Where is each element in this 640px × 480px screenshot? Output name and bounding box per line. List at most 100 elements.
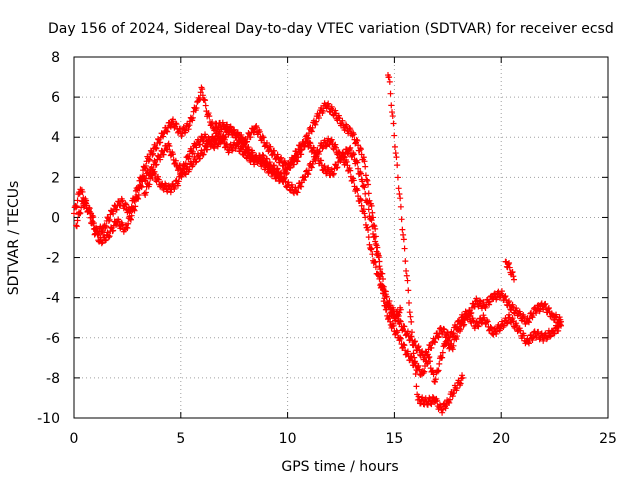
data-point xyxy=(135,195,142,202)
data-point xyxy=(294,151,301,158)
data-point xyxy=(357,170,364,177)
data-point xyxy=(547,333,554,340)
data-point xyxy=(372,241,379,248)
data-point xyxy=(368,245,375,252)
data-point xyxy=(397,318,404,325)
data-point xyxy=(238,134,245,141)
data-point xyxy=(390,322,397,329)
data-point xyxy=(401,245,408,252)
data-point xyxy=(169,151,176,158)
data-point xyxy=(555,327,562,334)
data-point xyxy=(83,200,90,207)
data-point xyxy=(163,146,170,153)
data-point xyxy=(405,287,412,294)
data-point xyxy=(439,349,446,356)
data-point xyxy=(450,390,457,397)
data-point xyxy=(252,124,259,131)
data-point xyxy=(149,151,156,158)
data-point xyxy=(377,266,384,273)
y-tick-label: 4 xyxy=(51,130,60,146)
data-point xyxy=(160,151,167,158)
data-point xyxy=(361,210,368,217)
data-point xyxy=(408,329,415,336)
data-point xyxy=(267,143,274,150)
data-point xyxy=(130,206,137,213)
data-point xyxy=(486,301,493,308)
data-point xyxy=(157,139,164,146)
data-point xyxy=(155,136,162,143)
data-point xyxy=(386,78,393,85)
data-point xyxy=(328,136,335,143)
data-point xyxy=(305,171,312,178)
data-point xyxy=(380,276,387,283)
data-point xyxy=(93,225,100,232)
data-point xyxy=(271,167,278,174)
data-point xyxy=(142,162,149,169)
data-point xyxy=(540,337,547,344)
data-point xyxy=(365,181,372,188)
data-point xyxy=(343,158,350,165)
data-point xyxy=(172,120,179,127)
data-point xyxy=(421,368,428,375)
data-point xyxy=(394,162,401,169)
data-point xyxy=(415,393,422,400)
data-point xyxy=(391,132,398,139)
data-point xyxy=(186,122,193,129)
data-point xyxy=(199,86,206,93)
data-point xyxy=(189,114,196,121)
data-point xyxy=(461,321,468,328)
data-point xyxy=(364,177,371,184)
data-point xyxy=(346,125,353,132)
data-point xyxy=(259,157,266,164)
data-point xyxy=(142,189,149,196)
data-point xyxy=(125,220,132,227)
data-point xyxy=(544,334,551,341)
data-point xyxy=(400,236,407,243)
data-point xyxy=(505,261,512,268)
data-point xyxy=(361,184,368,191)
data-point xyxy=(357,146,364,153)
data-point xyxy=(502,293,509,300)
data-point xyxy=(474,322,481,329)
data-point xyxy=(456,320,463,327)
data-point xyxy=(175,178,182,185)
data-point xyxy=(330,170,337,177)
x-tick-label: 10 xyxy=(279,431,297,447)
data-point xyxy=(345,151,352,158)
data-point xyxy=(446,337,453,344)
data-point xyxy=(174,182,181,189)
data-point xyxy=(369,251,376,258)
data-point xyxy=(227,123,234,130)
data-point xyxy=(202,102,209,109)
data-point xyxy=(127,215,134,222)
data-point xyxy=(431,378,438,385)
data-point xyxy=(189,161,196,168)
y-axis-label: SDTVAR / TECUs xyxy=(6,181,22,296)
data-point xyxy=(411,354,418,361)
y-tick-label: -2 xyxy=(46,251,60,267)
data-point xyxy=(506,298,513,305)
data-point xyxy=(178,173,185,180)
data-point xyxy=(105,234,112,241)
data-point xyxy=(354,159,361,166)
data-point xyxy=(387,90,394,97)
data-point xyxy=(449,346,456,353)
data-point xyxy=(333,144,340,151)
data-point xyxy=(408,318,415,325)
data-point xyxy=(122,200,129,207)
data-point xyxy=(495,322,502,329)
data-point xyxy=(205,110,212,117)
data-point xyxy=(454,385,461,392)
data-point xyxy=(329,106,336,113)
data-point xyxy=(179,130,186,137)
data-point xyxy=(119,221,126,228)
data-point xyxy=(197,95,204,102)
data-point xyxy=(403,272,410,279)
data-point xyxy=(134,195,141,202)
data-point xyxy=(435,367,442,374)
data-point xyxy=(357,195,364,202)
data-point xyxy=(308,128,315,135)
data-point xyxy=(157,156,164,163)
data-point xyxy=(404,348,411,355)
data-point xyxy=(362,172,369,179)
